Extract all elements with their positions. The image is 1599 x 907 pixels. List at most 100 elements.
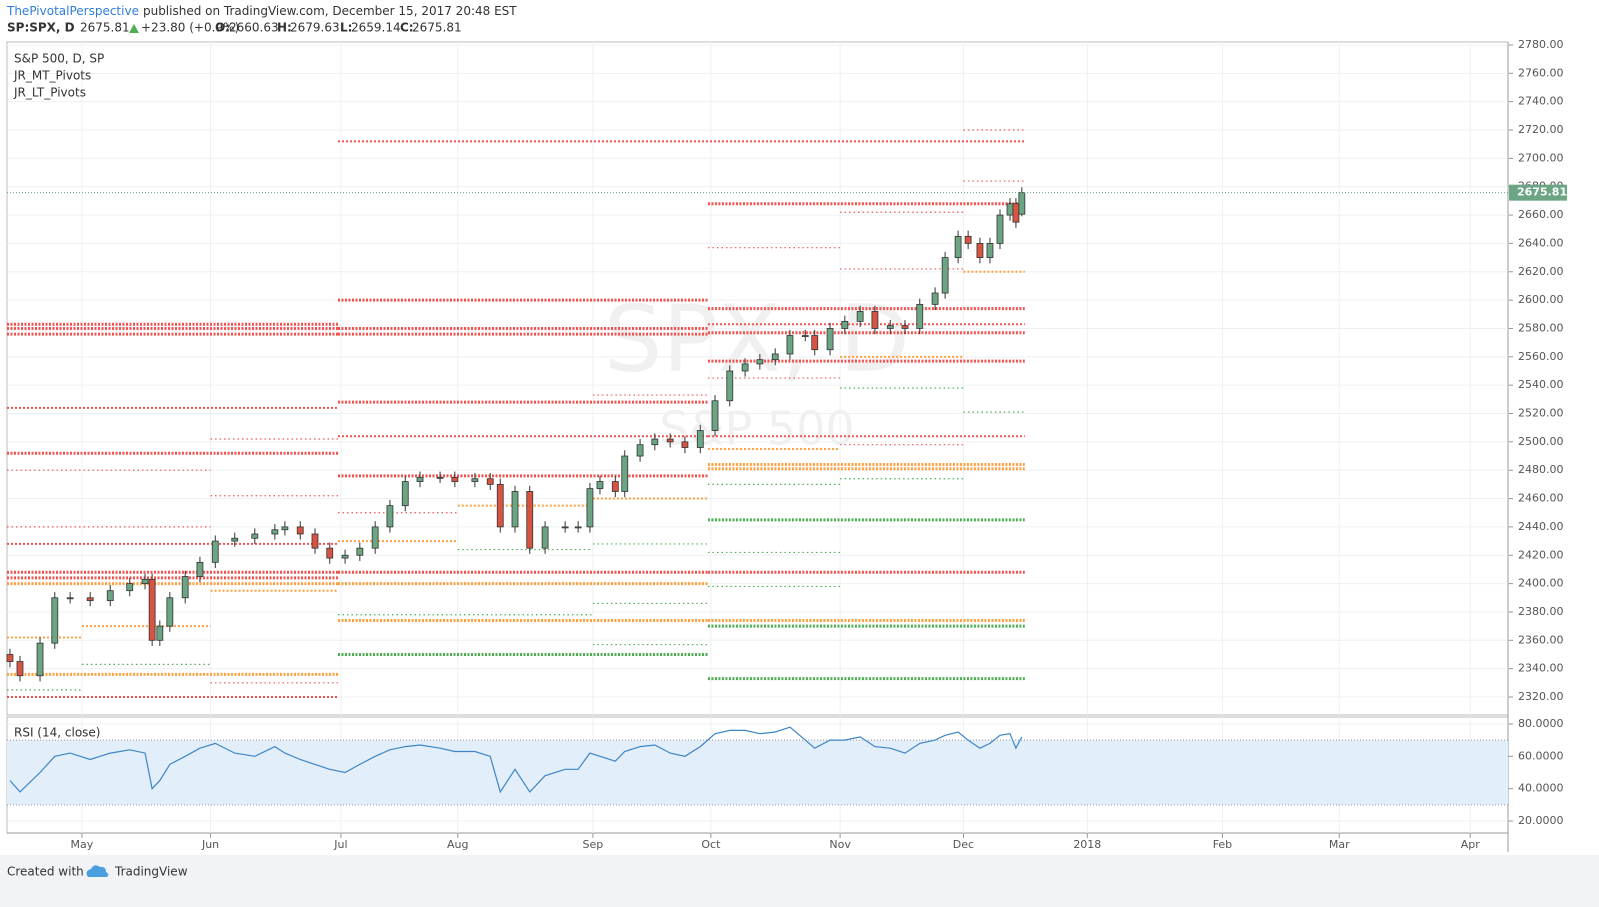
low-value: 2659.14 [351, 21, 401, 35]
y-tick-label: 2720.00 [1518, 123, 1564, 136]
candle-body [126, 583, 134, 592]
x-tick-label: Aug [447, 838, 468, 851]
open-value: 2660.63 [229, 21, 279, 35]
candle-body [511, 491, 519, 528]
candle-body [251, 533, 259, 539]
candle-body [856, 311, 864, 322]
candle-body [436, 476, 444, 479]
header-line: ThePivotalPerspective published on Tradin… [6, 4, 517, 18]
candle-body [148, 578, 156, 641]
candle-body [486, 478, 494, 485]
legend-indicator: JR_MT_Pivots [13, 69, 91, 83]
y-tick-label: 2740.00 [1518, 95, 1564, 108]
plot: 2320.00 2340.00 2360.00 2380.00 2400.00 2420.… [6, 38, 1567, 851]
candle-body [954, 235, 962, 258]
x-tick-label: Jul [333, 838, 347, 851]
candle-body [371, 526, 379, 549]
y-tick-label: 2380.00 [1518, 605, 1564, 618]
up-arrow [129, 24, 139, 33]
candle-body [916, 303, 924, 329]
x-tick-label: Mar [1329, 838, 1350, 851]
candle-body [771, 353, 779, 361]
last-price-label: 2675.81 [1517, 186, 1567, 199]
candle-body [326, 547, 334, 559]
y-tick-label: 2520.00 [1518, 407, 1564, 420]
candle-body [666, 438, 674, 443]
candle-body [281, 526, 289, 531]
candle-body [651, 438, 659, 446]
candle-body [696, 430, 704, 448]
candle-body [596, 481, 604, 490]
y-tick-label: 2500.00 [1518, 435, 1564, 448]
candle-body [166, 597, 174, 627]
candle-body [471, 478, 479, 482]
candle-body [1012, 203, 1020, 223]
candle-body [51, 597, 59, 644]
h-label: H: [277, 21, 292, 35]
y-tick-label: 2460.00 [1518, 492, 1564, 505]
candle-body [106, 590, 114, 602]
symbol: SP:SPX, D [7, 21, 75, 35]
high-value: 2679.63 [290, 21, 340, 35]
candle-body [901, 325, 909, 329]
rsi-band [7, 740, 1508, 805]
candle-body [181, 576, 189, 599]
candle-body [931, 292, 939, 305]
logo[interactable] [86, 865, 109, 877]
candle-body [211, 540, 219, 563]
footer-brand[interactable]: TradingView [114, 865, 188, 879]
candle-body [611, 481, 619, 492]
y-tick-label: 2640.00 [1518, 236, 1564, 249]
candle-body [416, 476, 424, 482]
candle-body [156, 625, 164, 641]
x-tick-label: Oct [701, 838, 721, 851]
candle-body [711, 400, 719, 431]
y-tick-label: 40.0000 [1518, 782, 1564, 795]
candle-body [871, 311, 879, 329]
rsi-line [9, 726, 1023, 794]
published: published on TradingView.com, December 1… [143, 4, 517, 18]
candle-body [976, 243, 984, 258]
footer-created: Created with [7, 865, 84, 879]
candle-body [86, 597, 94, 602]
candle-body [1018, 192, 1026, 215]
candle-body [6, 654, 14, 662]
footer-bar [0, 855, 1599, 907]
last-price-box [1509, 184, 1567, 201]
close-value: 2675.81 [412, 21, 462, 35]
candle-body [786, 335, 794, 355]
y-tick-label: 2620.00 [1518, 265, 1564, 278]
candle-body [66, 597, 74, 600]
x-tick-label: Dec [953, 838, 974, 851]
y-tick-label: 20.0000 [1518, 814, 1564, 827]
last-price: 2675.81 [80, 21, 130, 35]
candle-body [621, 455, 629, 492]
candle-body [964, 235, 972, 244]
candle-body [141, 578, 149, 585]
o-label: O: [215, 21, 230, 35]
candle-body [311, 533, 319, 549]
candle-body [231, 537, 239, 542]
watermark: SPX, D [604, 285, 910, 392]
rsi-title: RSI (14, close) [14, 726, 100, 740]
candle-body [996, 214, 1004, 244]
change: +23.80 (+0.9%) [141, 21, 239, 35]
y-tick-label: 2400.00 [1518, 577, 1564, 590]
candle-body [826, 328, 834, 351]
y-tick-label: 2440.00 [1518, 520, 1564, 533]
candle-body [811, 335, 819, 351]
c-label: C: [400, 21, 414, 35]
x-tick-label: Sep [583, 838, 604, 851]
legend-indicator: JR_LT_Pivots [13, 86, 86, 100]
candle-body [526, 491, 534, 549]
author[interactable]: ThePivotalPerspective [6, 4, 139, 18]
x-tick-label: Feb [1213, 838, 1232, 851]
candle-body [356, 547, 364, 556]
y-tick-label: 2780.00 [1518, 38, 1564, 51]
candle-body [741, 363, 749, 372]
candle-body [886, 325, 894, 329]
candle-body [726, 370, 734, 402]
y-tick-label: 2600.00 [1518, 293, 1564, 306]
x-tick-label: May [71, 838, 94, 851]
